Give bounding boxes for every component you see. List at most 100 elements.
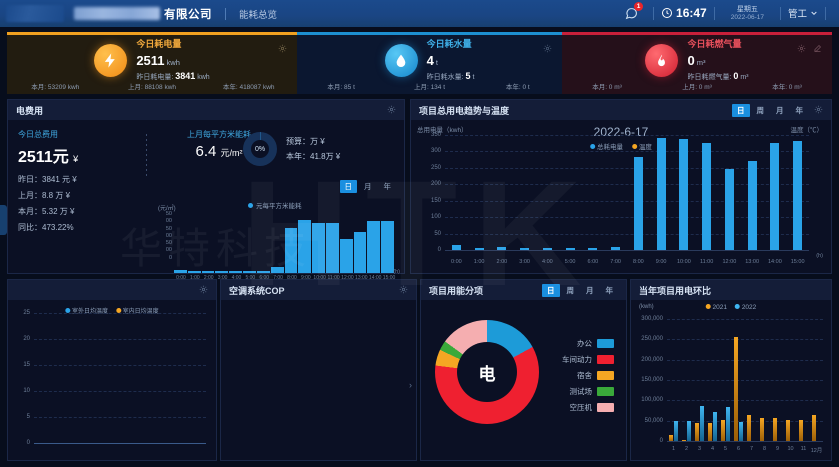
xtick: 14:00 — [767, 259, 782, 265]
pie-legend-swatch — [597, 403, 614, 412]
gear-icon[interactable] — [387, 105, 396, 116]
bar-column[interactable] — [536, 138, 559, 251]
gear-icon[interactable] — [797, 40, 806, 58]
gear-icon[interactable] — [399, 285, 408, 296]
pie-legend-swatch — [597, 371, 614, 380]
tab-month[interactable]: 月 — [776, 105, 784, 115]
kpi-sub-label: 昨日耗水量: — [426, 73, 464, 81]
edit-icon[interactable] — [813, 40, 822, 58]
tab-day[interactable]: 日 — [339, 180, 357, 193]
xtick: 9:00 — [655, 259, 667, 265]
bar-group[interactable] — [784, 318, 797, 442]
bar-column[interactable] — [513, 138, 536, 251]
chevron-right-icon[interactable]: › — [409, 380, 412, 390]
bar-group[interactable] — [797, 318, 810, 442]
pie-legend-item[interactable]: 车间动力 — [562, 354, 614, 365]
gear-icon[interactable] — [278, 40, 287, 58]
xtick: 6:00 — [587, 259, 599, 265]
bar-column[interactable] — [604, 138, 627, 251]
bar[interactable] — [367, 221, 381, 273]
xtick: 5 — [723, 446, 728, 452]
ytick: 200,000 — [641, 356, 663, 363]
pie-legend-item[interactable]: 空压机 — [562, 402, 614, 413]
date-label: 2022-06-17 — [730, 13, 764, 21]
bar[interactable] — [256, 270, 270, 273]
bar[interactable] — [229, 270, 243, 273]
xtick: 1:00 — [189, 275, 200, 281]
bar[interactable] — [381, 221, 394, 273]
kpi-foot-year: 本年: 0 m³ — [772, 84, 802, 91]
ytick: 50 — [165, 240, 172, 247]
pie-legend-item[interactable]: 办公 — [562, 338, 614, 349]
tab-year[interactable]: 年 — [605, 285, 614, 295]
bar-column[interactable] — [741, 138, 764, 251]
sidebar-collapse-handle[interactable] — [0, 205, 7, 235]
pie-legend-item[interactable]: 测试场 — [562, 386, 614, 397]
bar — [721, 420, 725, 442]
bar-column[interactable] — [695, 138, 718, 251]
user-menu[interactable]: 管工 — [788, 6, 818, 20]
bar-column[interactable] — [673, 138, 696, 251]
panel-title-bar: 项目总用电趋势与温度 日 周 月 年 — [411, 100, 831, 120]
legend-item-indoor: 室内日均温度 — [116, 306, 159, 315]
bar-group[interactable] — [706, 318, 719, 442]
kpi-subrow: 昨日耗水量: 5 t — [427, 71, 475, 83]
tab-month[interactable]: 月 — [586, 285, 594, 295]
bar[interactable] — [201, 270, 215, 273]
gear-icon[interactable] — [543, 40, 552, 58]
bar-column[interactable] — [582, 138, 605, 251]
bar[interactable] — [243, 270, 256, 273]
bar[interactable] — [325, 222, 339, 273]
kpi-card-electricity[interactable]: 今日耗电量 2511 kwh 昨日耗电量: 3841 kwh 本月: 53209 … — [7, 32, 297, 94]
tab-year[interactable]: 年 — [383, 182, 392, 191]
bar-group[interactable] — [745, 318, 758, 442]
kpi-card-gas[interactable]: 今日耗燃气量 0 m³ 昨日耗燃气量: 0 m³ 本月: 0 m³ 上月: 0 m… — [562, 32, 832, 94]
bar[interactable] — [187, 270, 201, 273]
bar[interactable] — [312, 222, 325, 273]
bar[interactable] — [270, 267, 284, 273]
bar-column[interactable] — [559, 138, 582, 251]
bar-column[interactable] — [764, 138, 787, 251]
gear-icon[interactable] — [814, 105, 823, 116]
message-button[interactable]: 1 — [625, 1, 644, 20]
bar-group[interactable] — [680, 318, 693, 442]
legend-label: 室内日均温度 — [122, 309, 159, 315]
bar-column[interactable] — [650, 137, 673, 251]
bar[interactable] — [339, 239, 353, 273]
bar-group[interactable] — [810, 318, 823, 442]
bar-column[interactable] — [718, 138, 741, 251]
tab-year[interactable]: 年 — [795, 105, 804, 115]
bar-column[interactable] — [627, 138, 650, 251]
bar-group[interactable] — [667, 318, 680, 442]
bar-group[interactable] — [732, 318, 745, 442]
bar-column[interactable] — [445, 138, 468, 251]
bar-column[interactable] — [491, 138, 514, 251]
bar[interactable] — [215, 270, 229, 273]
tab-week[interactable]: 周 — [566, 285, 575, 295]
gear-icon[interactable] — [199, 285, 208, 296]
pie-legend-item[interactable]: 宿舍 — [562, 370, 614, 381]
bar-group[interactable] — [693, 318, 706, 442]
yoy-axis-base — [667, 441, 823, 442]
bar[interactable] — [353, 231, 367, 273]
bar[interactable] — [284, 228, 298, 273]
tab-week[interactable]: 周 — [756, 105, 765, 115]
bar[interactable] — [298, 220, 312, 273]
nav-item-overview[interactable]: 能耗总览 — [239, 9, 278, 21]
panel-hvac-cop: 空调系统COP › — [220, 279, 417, 461]
bar[interactable] — [174, 269, 187, 273]
panel-body: (kwh) 2021 2022 0 50,000 100,000 150,000 200… — [631, 300, 831, 460]
tab-day[interactable]: 日 — [732, 103, 750, 117]
bar-group[interactable] — [719, 318, 732, 442]
ytick: 50 — [165, 211, 172, 217]
bar-column[interactable] — [786, 138, 809, 251]
bar-group[interactable] — [771, 318, 784, 442]
xtick: 2:00 — [496, 259, 508, 265]
energy-donut-chart[interactable]: 电 — [435, 320, 539, 424]
bar-group[interactable] — [758, 318, 771, 442]
tab-day[interactable]: 日 — [542, 283, 560, 297]
tab-month[interactable]: 月 — [364, 182, 372, 191]
bar-column[interactable] — [468, 138, 491, 251]
